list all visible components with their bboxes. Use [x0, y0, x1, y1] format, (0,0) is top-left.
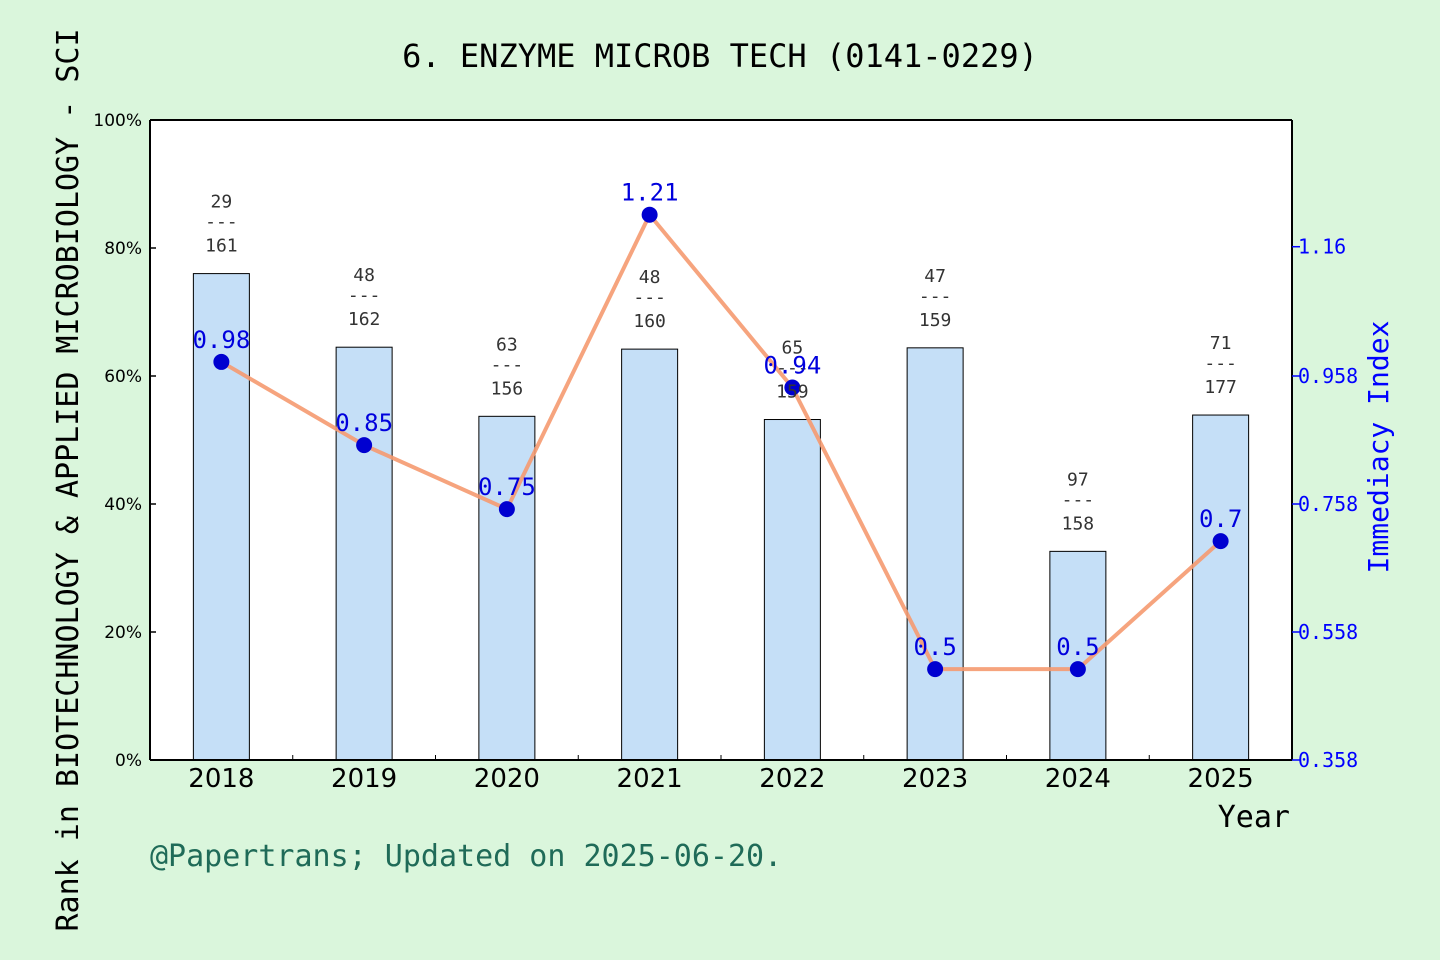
bar-2025: [1192, 414, 1250, 761]
rank-separator: ---: [1062, 489, 1095, 510]
immediacy-value-label: 0.94: [763, 352, 821, 380]
y2-tick-label: 0.358: [1298, 748, 1358, 772]
rank-separator: ---: [919, 286, 952, 307]
x-tick-label: 2020: [474, 764, 540, 794]
y-tick-label: 80%: [104, 239, 142, 259]
rank-total: 158: [1062, 513, 1095, 534]
bar-2023: [906, 347, 964, 761]
chart-title: 6. ENZYME MICROB TECH (0141-0229): [402, 37, 1038, 75]
y2-tick-label: 1.16: [1298, 235, 1346, 259]
immediacy-point-2024: [1069, 661, 1086, 678]
rank-label: 97: [1067, 469, 1089, 490]
y2-axis-title: Immediacy Index: [1362, 321, 1395, 574]
rank-label: 48: [639, 267, 661, 288]
rank-total: 159: [776, 382, 809, 403]
x-tick-label: 2023: [902, 764, 968, 794]
x-tick-label: 2018: [188, 764, 254, 794]
immediacy-point-2021: [641, 206, 658, 223]
x-tick-label: 2025: [1188, 764, 1254, 794]
y-tick-label: 0%: [115, 751, 142, 771]
immediacy-value-label: 1.21: [621, 179, 679, 207]
immediacy-point-2020: [498, 501, 515, 518]
y-tick-label: 100%: [93, 111, 142, 131]
x-tick-label: 2021: [617, 764, 683, 794]
rank-total: 159: [919, 310, 952, 331]
rank-label: 71: [1210, 333, 1232, 354]
x-tick-label: 2019: [331, 764, 397, 794]
rank-label: 29: [211, 192, 233, 213]
immediacy-value-label: 0.75: [478, 473, 536, 501]
immediacy-value-label: 0.7: [1199, 505, 1242, 533]
rank-label: 65: [782, 338, 804, 359]
bar-2019: [335, 346, 393, 761]
immediacy-value-label: 0.5: [913, 633, 956, 661]
rank-label: 48: [353, 265, 375, 286]
immediacy-line: [220, 212, 1222, 672]
rank-separator: ---: [776, 358, 809, 379]
rank-separator: ---: [205, 212, 238, 233]
immediacy-value-label: 0.5: [1056, 633, 1099, 661]
immediacy-point-2018: [213, 353, 230, 370]
y2-tick-label: 0.558: [1298, 620, 1358, 644]
rank-total: 156: [491, 378, 524, 399]
rank-separator: ---: [633, 287, 666, 308]
y-axis-title: Rank in BIOTECHNOLOGY & APPLIED MICROBIO…: [51, 28, 86, 931]
labels-layer: 29---16148---16263---15648---16065---159…: [192, 179, 1242, 661]
bars-layer: [192, 273, 1250, 761]
line-layer: [213, 206, 1229, 678]
bar-2022: [763, 419, 821, 761]
plot-area: [150, 120, 1292, 760]
immediacy-point-2019: [356, 437, 373, 454]
y2-tick-label: 0.958: [1298, 364, 1358, 388]
y-tick-label: 40%: [104, 495, 142, 515]
immediacy-point-2023: [927, 661, 944, 678]
axes-layer: 0% 20% 40% 60% 80% 100% 0.358 0.558 0.758 0.958 1.…: [93, 111, 1358, 794]
rank-total: 177: [1204, 377, 1237, 398]
rank-total: 162: [348, 309, 381, 330]
x-axis-title: Year: [1218, 800, 1290, 835]
rank-label: 47: [924, 266, 946, 287]
x-tick-label: 2022: [759, 764, 825, 794]
y2-tick-label: 0.758: [1298, 492, 1358, 516]
y-tick-label: 20%: [104, 623, 142, 643]
immediacy-value-label: 0.85: [335, 409, 393, 437]
bar-2021: [621, 348, 679, 761]
immediacy-point-2025: [1212, 533, 1229, 550]
rank-separator: ---: [491, 354, 524, 375]
rank-separator: ---: [348, 285, 381, 306]
rank-total: 160: [633, 311, 666, 332]
y-tick-label: 60%: [104, 367, 142, 387]
rank-label: 63: [496, 334, 518, 355]
rank-separator: ---: [1204, 353, 1237, 374]
x-tick-label: 2024: [1045, 764, 1111, 794]
rank-total: 161: [205, 236, 238, 257]
immediacy-point-2022: [784, 379, 801, 396]
immediacy-value-label: 0.98: [192, 326, 250, 354]
footer-note: @Papertrans; Updated on 2025-06-20.: [150, 839, 782, 874]
